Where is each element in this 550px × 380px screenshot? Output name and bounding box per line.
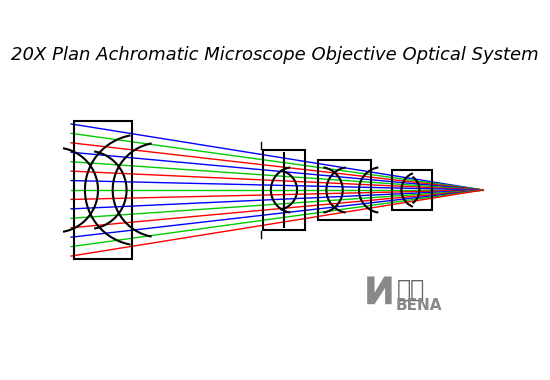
Bar	[74, 121, 132, 259]
Polygon shape	[367, 277, 392, 304]
Text: 20X Plan Achromatic Microscope Objective Optical System: 20X Plan Achromatic Microscope Objective…	[11, 46, 539, 65]
Bar	[318, 160, 371, 220]
Bar	[263, 150, 305, 230]
Bar	[392, 170, 432, 210]
Text: 百纳: 百纳	[397, 277, 425, 301]
Text: BENA: BENA	[395, 298, 442, 314]
